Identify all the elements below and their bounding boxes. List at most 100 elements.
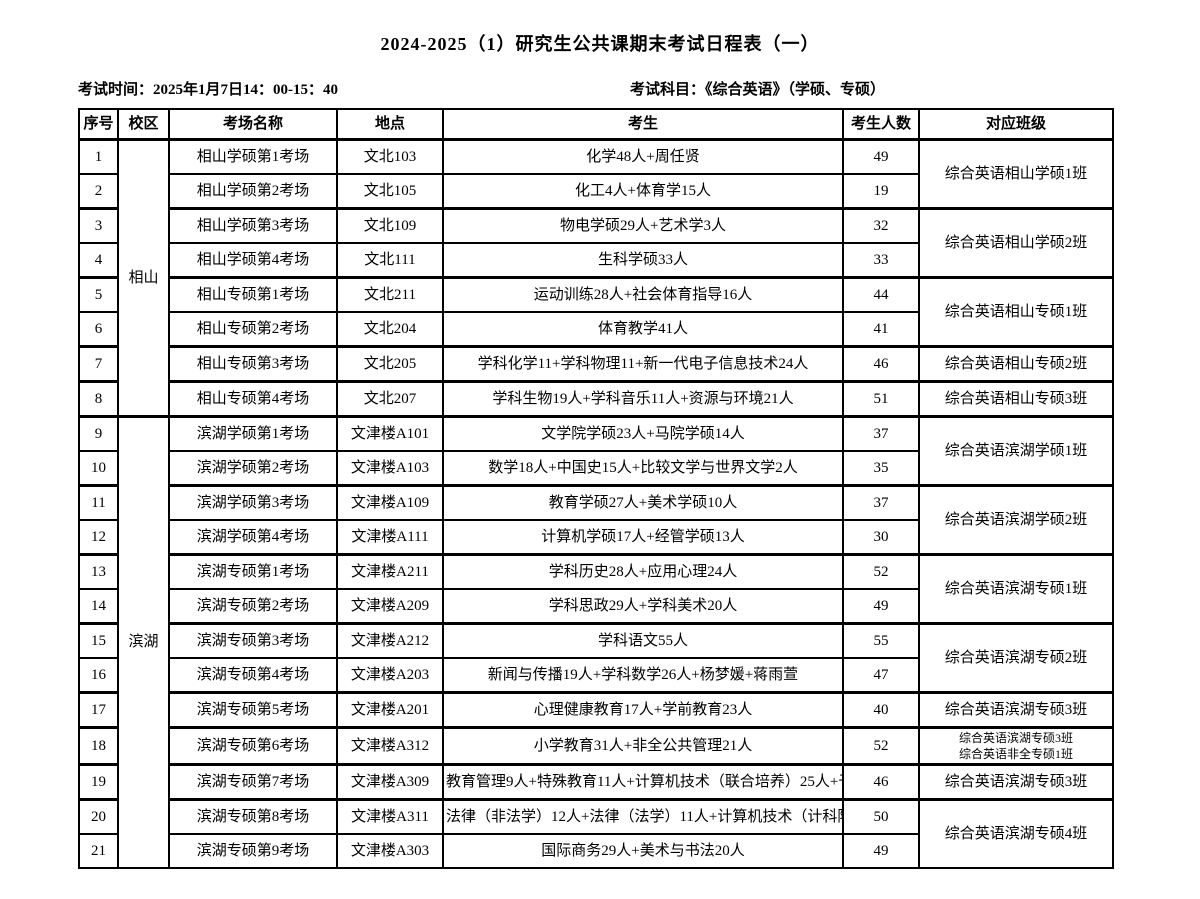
class-line-1: 综合英语滨湖专硕3班: [958, 731, 1073, 745]
cell-location: 文津楼A303: [336, 833, 444, 870]
cell-examinees: 法律（非法学）12人+法律（法学）11人+计算机技术（计科院）27人: [442, 798, 844, 836]
cell-no: 11: [78, 484, 119, 521]
cell-location: 文北211: [336, 276, 444, 313]
cell-count: 52: [842, 553, 920, 590]
table-row: 8 相山专硕第4考场 文北207 学科生物19人+学科音乐11人+资源与环境21…: [78, 380, 1114, 418]
cell-no: 7: [78, 345, 119, 383]
header-examinees: 考生: [442, 108, 844, 141]
cell-examinees: 物电学硕29人+艺术学3人: [442, 207, 844, 244]
cell-class: 综合英语滨湖专硕3班: [918, 763, 1114, 801]
cell-location: 文北105: [336, 173, 444, 210]
cell-class: 综合英语相山专硕2班: [918, 345, 1114, 383]
table-row: 10 滨湖学硕第2考场 文津楼A103 数学18人+中国史15人+比较文学与世界…: [78, 450, 1113, 487]
cell-no: 12: [78, 519, 119, 556]
cell-room: 滨湖专硕第1考场: [168, 553, 338, 590]
table-row: 5 相山专硕第1考场 文北211 运动训练28人+社会体育指导16人 44 综合…: [78, 276, 1114, 348]
cell-no: 13: [78, 553, 119, 590]
table-row: 1 相山 相山学硕第1考场 文北103 化学48人+周任贤 49 综合英语相山学…: [78, 138, 1114, 418]
table-row: 2 相山学硕第2考场 文北105 化工4人+体育学15人 19: [78, 173, 1113, 210]
cell-no: 2: [78, 173, 119, 210]
cell-location: 文津楼A212: [336, 622, 444, 659]
cell-examinees: 国际商务29人+美术与书法20人: [442, 833, 844, 870]
page-title: 2024-2025（1）研究生公共课期末考试日程表（一）: [380, 34, 820, 54]
cell-count: 52: [842, 725, 920, 766]
table-row: 9 滨湖 滨湖学硕第1考场 文津楼A101 文学院学硕23人+马院学硕14人 3…: [78, 415, 1114, 870]
document-page: 2024-2025（1）研究生公共课期末考试日程表（一） 考试时间：2025年1…: [78, 34, 1114, 870]
cell-count: 35: [842, 450, 920, 487]
cell-campus-xiangshan: 相山: [117, 138, 170, 418]
table-row: 19 滨湖专硕第7考场 文津楼A309 教育管理9人+特殊教育11人+计算机技术…: [78, 763, 1114, 801]
cell-no: 21: [78, 833, 119, 870]
cell-location: 文北205: [336, 345, 444, 383]
table-row: 21 滨湖专硕第9考场 文津楼A303 国际商务29人+美术与书法20人 49: [78, 833, 1113, 870]
header-count: 考生人数: [842, 108, 920, 141]
cell-examinees: 计算机学硕17人+经管学硕13人: [442, 519, 844, 556]
cell-count: 41: [842, 311, 920, 348]
cell-no: 1: [78, 138, 119, 175]
cell-examinees: 教育管理9人+特殊教育11人+计算机技术（联合培养）25人+于贺: [442, 763, 844, 801]
cell-room: 滨湖专硕第5考场: [168, 691, 338, 729]
cell-class: 综合英语滨湖专硕3班: [918, 691, 1114, 729]
cell-examinees: 体育教学41人: [442, 311, 844, 348]
table-row: 3 相山学硕第3考场 文北109 物电学硕29人+艺术学3人 32 综合英语相山…: [78, 207, 1114, 279]
cell-count: 51: [842, 380, 920, 418]
cell-count: 19: [842, 173, 920, 210]
cell-count: 55: [842, 622, 920, 659]
cell-room: 滨湖专硕第4考场: [168, 657, 338, 694]
cell-count: 49: [842, 833, 920, 870]
cell-examinees: 学科历史28人+应用心理24人: [442, 553, 844, 590]
exam-time-label: 考试时间：2025年1月7日14：00-15：40: [78, 82, 338, 98]
cell-count: 49: [842, 588, 920, 625]
exam-schedule-table: 序号 校区 考场名称 地点 考生 考生人数 对应班级 1 相山 相山学硕第1考场…: [78, 108, 1114, 870]
cell-class: 综合英语滨湖专硕1班: [918, 553, 1114, 625]
cell-location: 文津楼A103: [336, 450, 444, 487]
cell-examinees: 心理健康教育17人+学前教育23人: [442, 691, 844, 729]
table-row: 13 滨湖专硕第1考场 文津楼A211 学科历史28人+应用心理24人 52 综…: [78, 553, 1114, 625]
class-line-2: 综合英语非全专硕1班: [958, 747, 1073, 762]
cell-location: 文津楼A309: [336, 763, 444, 801]
cell-location: 文北109: [336, 207, 444, 244]
cell-no: 8: [78, 380, 119, 418]
cell-room: 滨湖学硕第1考场: [168, 415, 338, 452]
cell-class: 综合英语滨湖学硕2班: [918, 484, 1114, 556]
cell-room: 相山学硕第1考场: [168, 138, 338, 175]
header-location: 地点: [336, 108, 444, 141]
cell-examinees: 运动训练28人+社会体育指导16人: [442, 276, 844, 313]
cell-no: 17: [78, 691, 119, 729]
cell-no: 9: [78, 415, 119, 452]
table-row: 7 相山专硕第3考场 文北205 学科化学11+学科物理11+新一代电子信息技术…: [78, 345, 1114, 383]
cell-room: 滨湖专硕第8考场: [168, 798, 338, 836]
cell-examinees: 数学18人+中国史15人+比较文学与世界文学2人: [442, 450, 844, 487]
cell-count: 33: [842, 242, 920, 279]
cell-class: 综合英语相山学硕1班: [918, 138, 1114, 210]
cell-examinees: 学科语文55人: [442, 622, 844, 659]
table-row: 18 滨湖专硕第6考场 文津楼A312 小学教育31人+非全公共管理21人 52…: [78, 725, 1114, 766]
header-no: 序号: [78, 108, 119, 141]
cell-location: 文北207: [336, 380, 444, 418]
cell-no: 19: [78, 763, 119, 801]
cell-examinees: 文学院学硕23人+马院学硕14人: [442, 415, 844, 452]
cell-no: 14: [78, 588, 119, 625]
cell-examinees: 学科思政29人+学科美术20人: [442, 588, 844, 625]
cell-class-two-line: 综合英语滨湖专硕3班 综合英语非全专硕1班: [918, 725, 1114, 766]
cell-class: 综合英语滨湖专硕2班: [918, 622, 1114, 694]
cell-room: 相山专硕第1考场: [168, 276, 338, 313]
cell-examinees: 小学教育31人+非全公共管理21人: [442, 725, 844, 766]
cell-examinees: 新闻与传播19人+学科数学26人+杨梦媛+蒋雨萱: [442, 657, 844, 694]
cell-no: 5: [78, 276, 119, 313]
cell-room: 滨湖专硕第9考场: [168, 833, 338, 870]
header-campus: 校区: [117, 108, 170, 141]
cell-location: 文津楼A203: [336, 657, 444, 694]
cell-count: 49: [842, 138, 920, 175]
table-row: 17 滨湖专硕第5考场 文津楼A201 心理健康教育17人+学前教育23人 40…: [78, 691, 1114, 729]
cell-room: 相山专硕第2考场: [168, 311, 338, 348]
cell-no: 16: [78, 657, 119, 694]
cell-class: 综合英语滨湖学硕1班: [918, 415, 1114, 487]
cell-class: 综合英语相山专硕1班: [918, 276, 1114, 348]
cell-count: 30: [842, 519, 920, 556]
cell-room: 相山学硕第4考场: [168, 242, 338, 279]
exam-subject-label: 考试科目：《综合英语》（学硕、专硕）: [630, 82, 886, 98]
cell-examinees: 学科化学11+学科物理11+新一代电子信息技术24人: [442, 345, 844, 383]
cell-location: 文津楼A109: [336, 484, 444, 521]
cell-room: 相山学硕第3考场: [168, 207, 338, 244]
